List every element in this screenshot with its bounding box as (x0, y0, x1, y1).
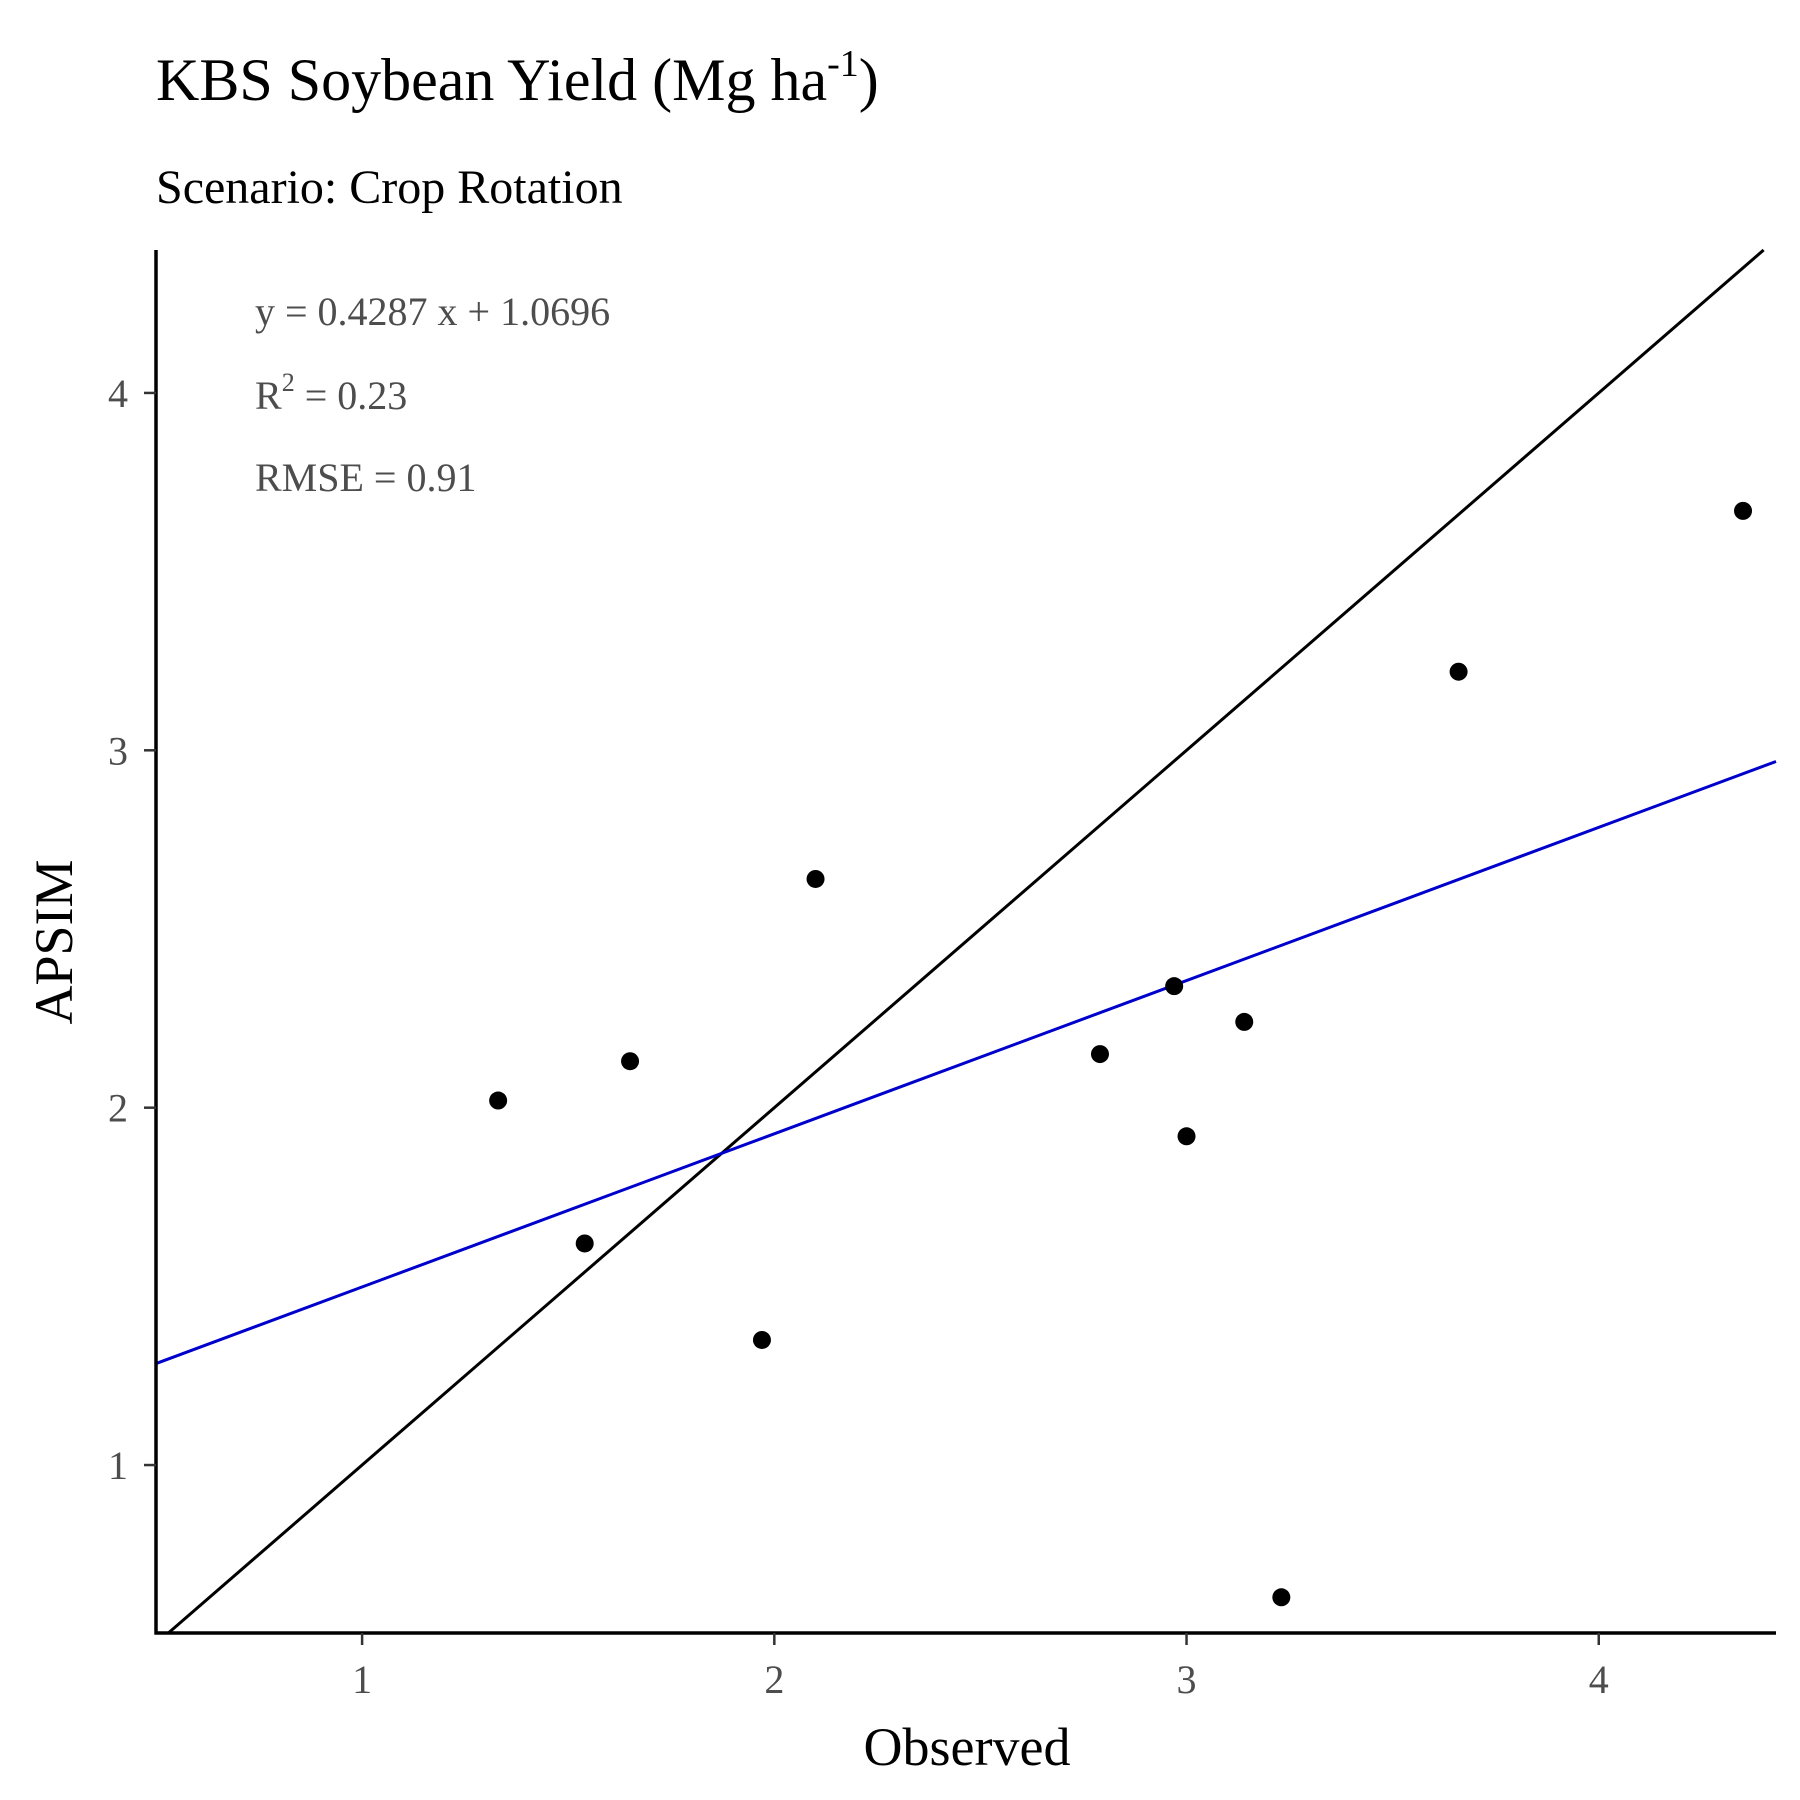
y-tick-label: 4 (108, 371, 128, 416)
y-tick-label: 2 (108, 1086, 128, 1131)
data-point (1734, 501, 1753, 520)
x-axis-title: Observed (864, 1717, 1071, 1777)
regression-line (155, 760, 1777, 1365)
data-point (1235, 1012, 1254, 1031)
x-tick-label: 3 (1177, 1657, 1197, 1702)
data-point (806, 869, 825, 888)
r-squared-label: R2 = 0.23 (255, 368, 407, 418)
rmse-label: RMSE = 0.91 (255, 455, 476, 500)
annotations: y = 0.4287 x + 1.0696 R2 = 0.23 RMSE = 0… (255, 289, 610, 500)
chart-subtitle: Scenario: Crop Rotation (156, 161, 623, 214)
data-point (1449, 662, 1468, 681)
x-tick-label: 1 (352, 1657, 372, 1702)
data-point (621, 1052, 640, 1071)
y-tick-label: 3 (108, 728, 128, 773)
equation-label: y = 0.4287 x + 1.0696 (255, 289, 610, 334)
plot-area: 1 2 3 4 1 2 3 4 (108, 248, 1777, 1702)
data-point (752, 1330, 771, 1349)
data-point (1090, 1045, 1109, 1064)
identity-line (167, 248, 1765, 1635)
data-point (489, 1091, 508, 1110)
data-point (1165, 977, 1184, 996)
y-tick-label: 1 (108, 1443, 128, 1488)
data-point (1177, 1127, 1196, 1146)
y-axis-title: APSIM (24, 859, 84, 1024)
data-point (575, 1234, 594, 1253)
chart-title: KBS Soybean Yield (Mg ha-1) (156, 43, 879, 113)
data-point (1272, 1588, 1291, 1607)
x-tick-label: 4 (1589, 1657, 1609, 1702)
chart-title-superscript: -1 (827, 43, 859, 85)
x-tick-label: 2 (764, 1657, 784, 1702)
r-squared-superscript: 2 (282, 368, 295, 397)
